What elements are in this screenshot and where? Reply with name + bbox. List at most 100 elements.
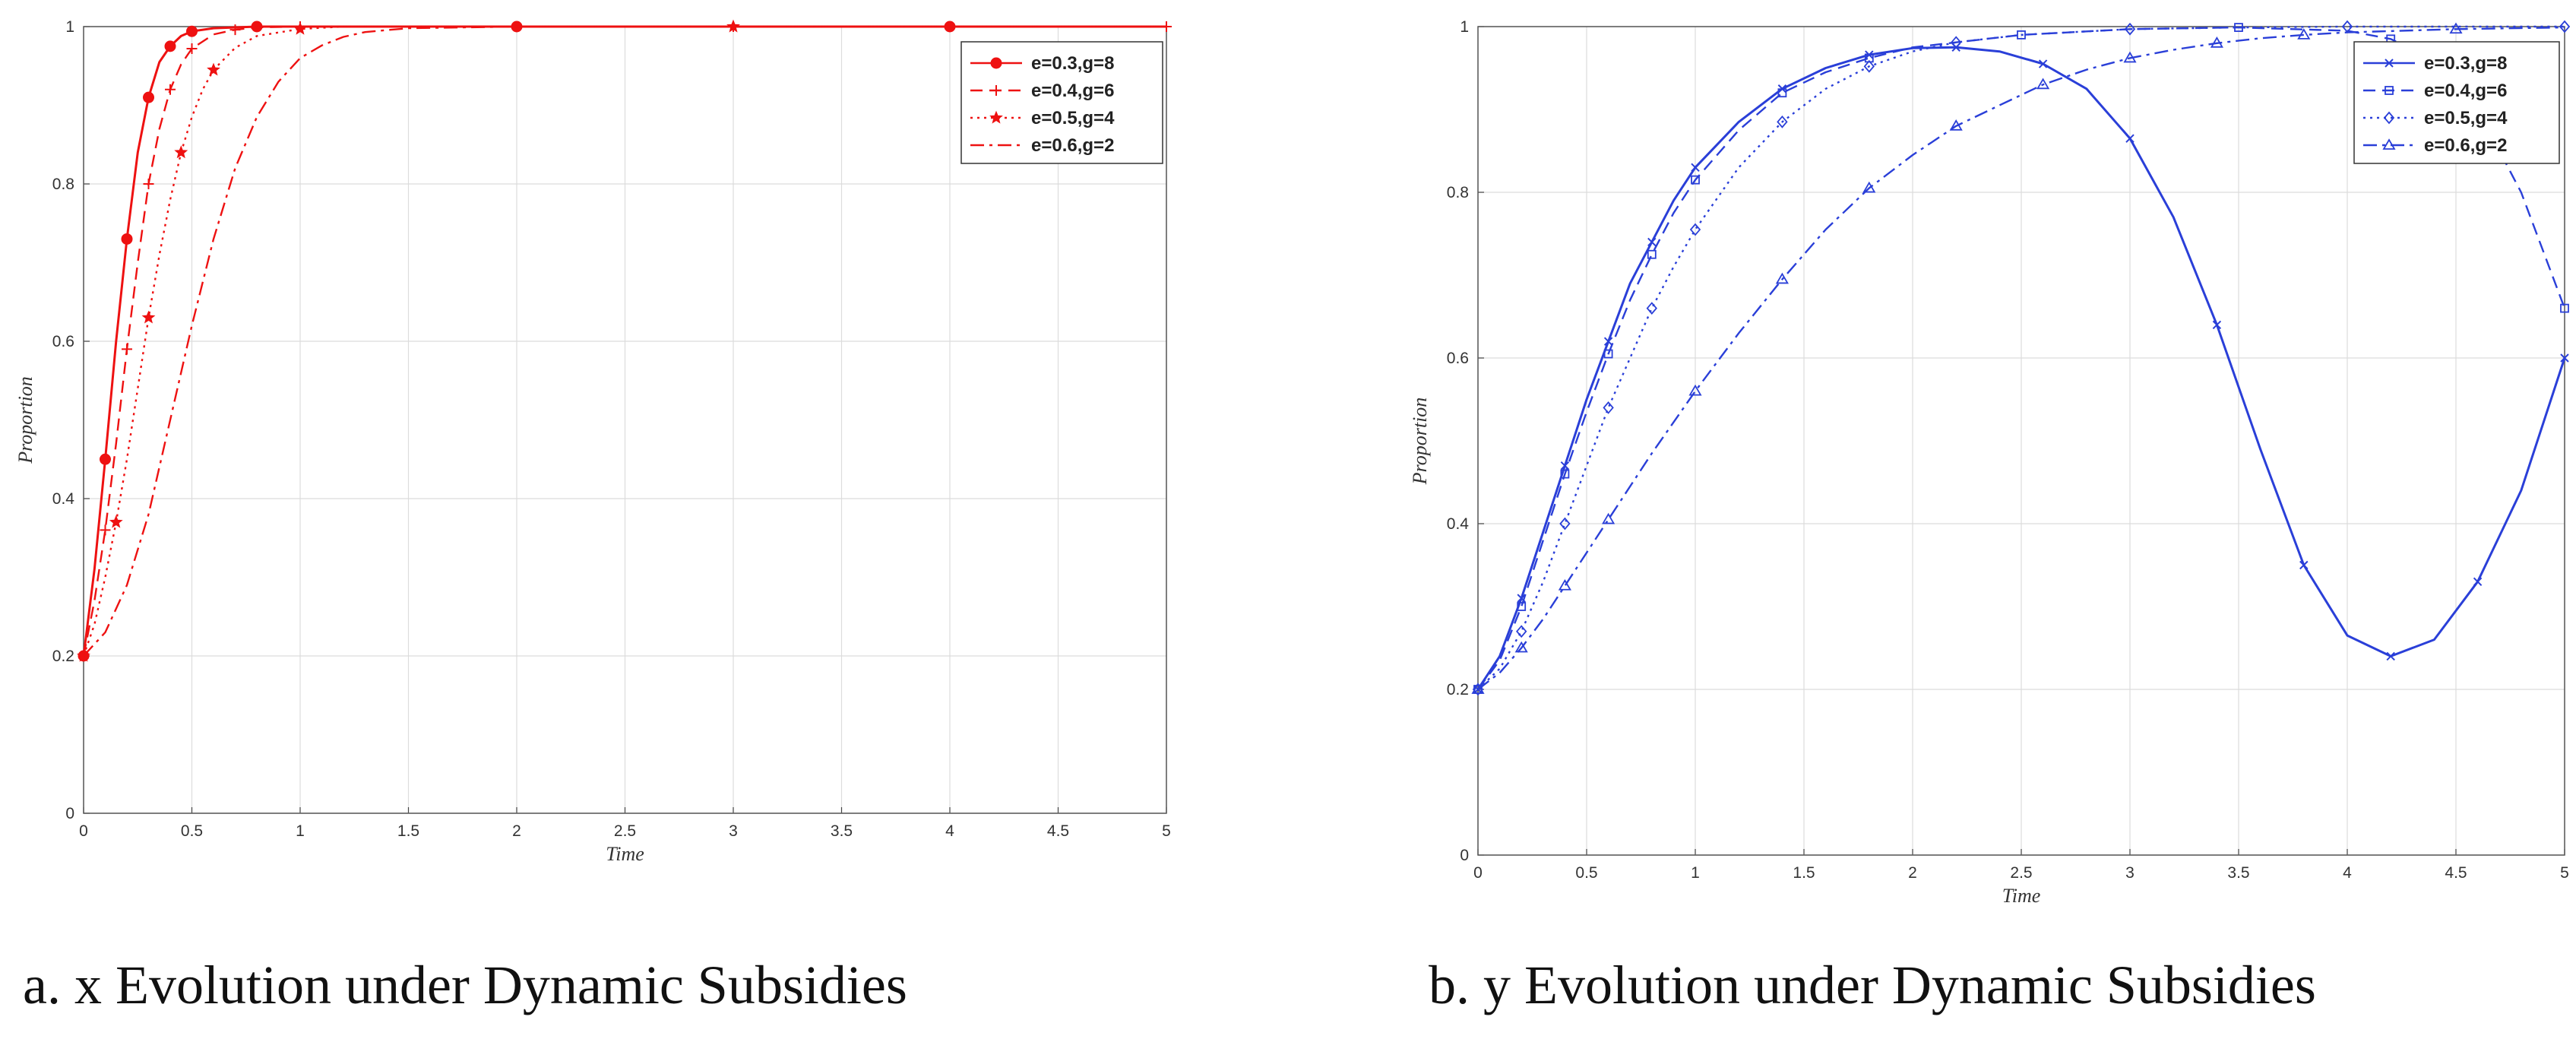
data-point	[1691, 163, 1700, 173]
legend-label: e=0.6,g=2	[1031, 135, 1114, 156]
y-axis-label: Proportion	[14, 376, 36, 464]
data-point	[143, 91, 154, 103]
x-tick-label: 1.5	[397, 822, 419, 840]
x-tick-label: 2.5	[2010, 864, 2032, 882]
x-tick-label: 3.5	[2227, 864, 2249, 882]
data-point	[109, 515, 123, 528]
data-point	[1863, 59, 1875, 73]
data-point	[2125, 134, 2135, 143]
legend-label: e=0.6,g=2	[2424, 135, 2507, 156]
legend-item: e=0.4,g=6	[970, 81, 1114, 101]
data-point	[726, 19, 740, 33]
data-point	[1516, 625, 1527, 638]
data-point	[165, 84, 176, 95]
x-tick-label: 2	[1908, 864, 1917, 882]
legend-label: e=0.4,g=6	[1031, 81, 1114, 101]
data-point	[2299, 560, 2309, 570]
legend-marker	[2383, 111, 2395, 125]
x-tick-label: 4	[2343, 864, 2352, 882]
data-point	[2449, 22, 2463, 34]
x-tick-label: 4.5	[1047, 822, 1069, 840]
data-point	[1602, 512, 1616, 524]
data-point	[2560, 303, 2569, 313]
y-tick-label: 0.8	[1447, 184, 1469, 201]
data-point	[2297, 28, 2311, 40]
data-point	[293, 21, 307, 35]
data-point	[2560, 353, 2569, 363]
data-point	[164, 40, 176, 52]
data-point	[1646, 302, 1657, 315]
data-point	[100, 524, 111, 536]
legend-marker	[2385, 86, 2394, 95]
legend-marker	[2382, 138, 2396, 150]
y-tick-label: 0.4	[1447, 515, 1470, 533]
data-point	[1517, 602, 1527, 611]
data-point	[1951, 36, 1962, 49]
legend-label: e=0.5,g=4	[1031, 108, 1115, 128]
data-point	[2038, 59, 2048, 68]
data-point	[2036, 78, 2050, 90]
legend-label: e=0.3,g=8	[1031, 53, 1114, 74]
legend-item: e=0.4,g=6	[2363, 81, 2507, 101]
data-point	[2559, 20, 2571, 33]
data-point	[186, 43, 198, 54]
series-line	[1477, 25, 2565, 690]
series-line	[82, 25, 1166, 657]
series-4	[1471, 22, 2565, 694]
y-tick-label: 0.8	[52, 176, 74, 193]
data-point	[1949, 119, 1963, 131]
data-point	[1775, 272, 1789, 284]
x-tick-label: 4.5	[2445, 864, 2467, 882]
y-axis-label: Proportion	[1409, 398, 1431, 486]
data-point	[1514, 641, 1528, 653]
x-tick-label: 0.5	[181, 822, 203, 840]
legend-marker	[991, 85, 1002, 96]
data-point	[2386, 651, 2395, 661]
legend-item: e=0.5,g=4	[2363, 108, 2508, 128]
data-point	[2473, 577, 2483, 587]
data-point	[1862, 181, 1876, 193]
series-line	[83, 25, 1166, 657]
data-point	[2123, 51, 2137, 63]
chart-y-evolution: 0 0.5 1 1.5 2 2.5 3 3.5 4 4.5 5 0 0.2 0.4 0.6 0.8 1 Time P…	[1409, 18, 2571, 907]
data-point	[2212, 320, 2222, 330]
x-tick-label: 1	[1691, 864, 1700, 882]
legend-marker	[2385, 59, 2394, 68]
y-tick-label: 0	[1460, 847, 1469, 864]
data-point	[100, 453, 111, 465]
data-point	[1691, 175, 1700, 185]
x-tick-label: 5	[1162, 822, 1171, 840]
legend-label: e=0.5,g=4	[2424, 108, 2508, 128]
legend-label: e=0.4,g=6	[2424, 81, 2507, 101]
y-tick-label: 0.6	[52, 333, 74, 350]
chart-panel-y: 0 0.5 1 1.5 2 2.5 3 3.5 4 4.5 5 0 0.2 0.4 0.6 0.8 1 Time P…	[1368, 0, 2576, 1039]
chart-panel-x: 0 0.5 1 1.5 2 2.5 3 3.5 4 4.5 5 0 0.2 0.4 0.6 0.8 1 Time P…	[0, 0, 1185, 1039]
series-line	[1477, 26, 2565, 690]
data-point	[1688, 384, 1702, 396]
data-point	[1559, 517, 1571, 531]
data-point	[2210, 36, 2223, 48]
series-4	[83, 25, 1166, 657]
x-tick-label: 5	[2560, 864, 2569, 882]
data-point	[143, 179, 154, 189]
y-tick-label: 1	[1460, 18, 1469, 36]
x-tick-label: 4	[945, 822, 954, 840]
x-tick-label: 1	[296, 822, 305, 840]
data-point	[1647, 249, 1657, 259]
x-axis-label: Time	[2002, 885, 2041, 907]
data-point	[122, 344, 132, 355]
series-line	[82, 25, 1166, 657]
x-tick-label: 2.5	[614, 822, 636, 840]
series-line	[82, 25, 1166, 657]
caption-y-evolution: b. y Evolution under Dynamic Subsidies	[1429, 955, 2316, 1015]
data-point	[229, 24, 241, 36]
legend-label: e=0.3,g=8	[2424, 53, 2507, 74]
x-tick-label: 0	[79, 822, 88, 840]
data-point	[1558, 578, 1571, 591]
data-point	[1689, 223, 1701, 236]
series-3	[1472, 20, 2571, 696]
caption-x-evolution: a. x Evolution under Dynamic Subsidies	[23, 955, 907, 1015]
legend-item: e=0.3,g=8	[2363, 53, 2507, 74]
data-point	[1560, 469, 1570, 479]
legend-item: e=0.3,g=8	[970, 53, 1114, 74]
